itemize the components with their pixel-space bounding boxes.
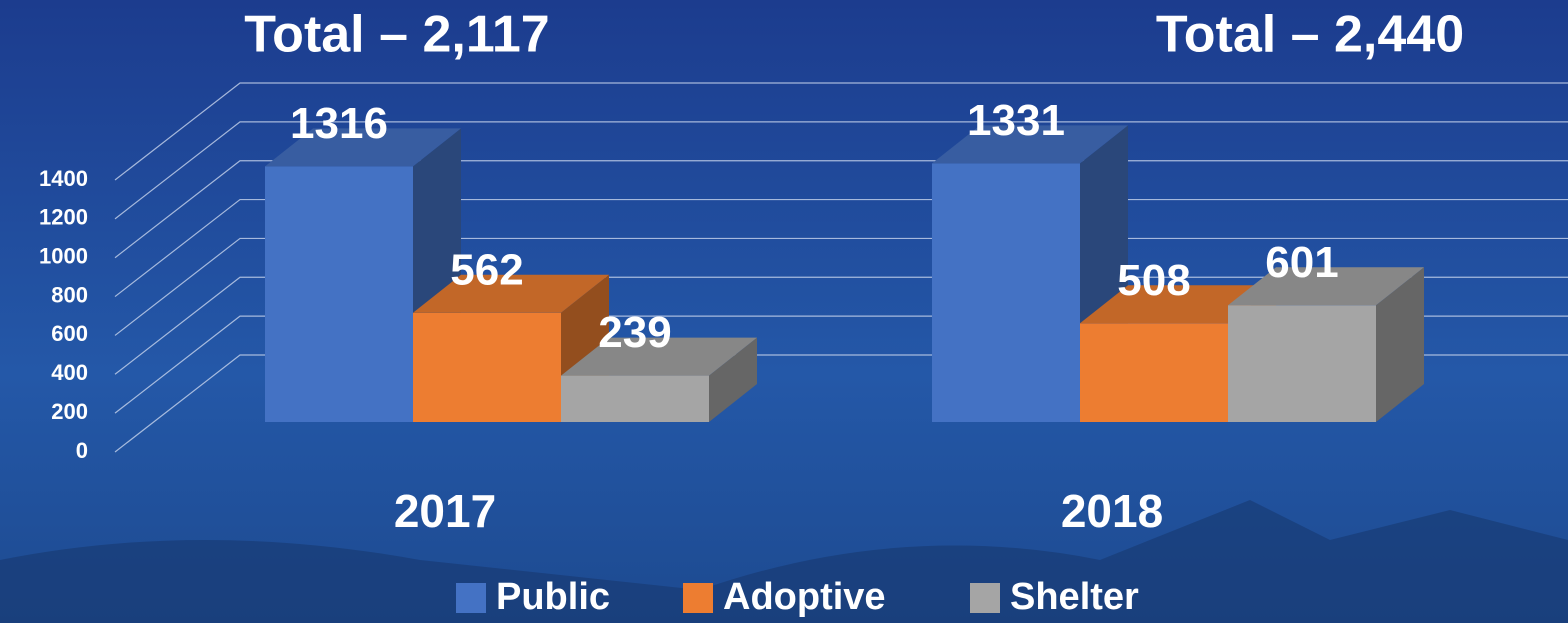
legend-swatch: [683, 583, 713, 613]
bar: [1228, 305, 1376, 422]
y-tick-label: 1200: [39, 205, 88, 230]
annotation: Total – 2,117: [244, 6, 549, 64]
legend-label: Shelter: [1010, 576, 1139, 618]
bar: [932, 163, 1080, 423]
x-tick-label: 2018: [1061, 485, 1163, 537]
y-tick-label: 1400: [39, 166, 88, 191]
value-label: 508: [1117, 256, 1190, 305]
bar-top: [1228, 267, 1424, 306]
y-tick-label: 1000: [39, 244, 88, 269]
mountains: [0, 500, 1568, 623]
bar-side: [709, 337, 757, 422]
bar-top: [1080, 285, 1276, 324]
bar: [413, 312, 561, 422]
grid-line: [114, 121, 1568, 220]
legend-label: Public: [496, 576, 610, 618]
legend-label: Adoptive: [723, 576, 886, 618]
value-label: 601: [1265, 238, 1338, 287]
bar-side: [1376, 267, 1424, 422]
bar-top: [932, 125, 1128, 164]
value-label: 1316: [290, 99, 388, 148]
bar: [1080, 323, 1228, 422]
bar-top: [561, 337, 757, 376]
y-tick-label: 0: [76, 438, 88, 463]
annotation: Total – 2,440: [1156, 6, 1464, 64]
y-tick-label: 600: [51, 321, 88, 346]
legend-swatch: [456, 583, 486, 613]
y-tick-label: 800: [51, 282, 88, 307]
bar: [561, 375, 709, 422]
bar-top: [265, 128, 461, 167]
legend-swatch: [970, 583, 1000, 613]
bar: [265, 166, 413, 422]
value-label: 239: [598, 308, 671, 357]
y-tick-label: 200: [51, 399, 88, 424]
grid-line: [114, 82, 1568, 181]
y-tick-label: 400: [51, 360, 88, 385]
value-label: 562: [450, 245, 523, 294]
bar-top: [413, 274, 609, 313]
value-label: 1331: [967, 96, 1065, 145]
x-tick-label: 2017: [394, 485, 496, 537]
